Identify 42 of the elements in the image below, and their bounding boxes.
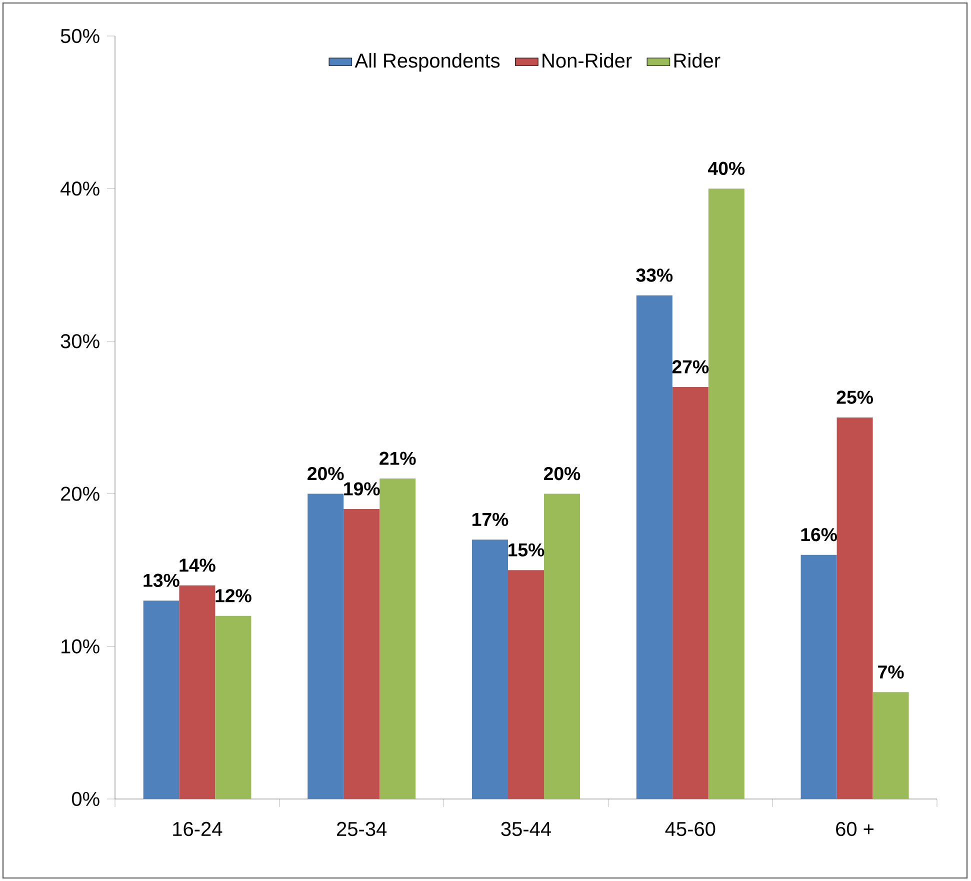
data-label: 13% [144, 574, 180, 588]
bar [308, 494, 344, 799]
data-label: 20% [544, 466, 580, 480]
data-label: 40% [708, 162, 745, 175]
x-tick-label: 35-44 [501, 822, 551, 836]
bar [636, 295, 672, 799]
bar [672, 386, 708, 799]
y-tick-label: 50% [60, 28, 100, 44]
x-tick-label: 16-24 [173, 822, 222, 836]
data-label: 25% [836, 390, 873, 404]
bar [544, 494, 580, 799]
bar [872, 692, 909, 799]
bar [472, 540, 508, 799]
bar [508, 570, 544, 799]
y-tick-label: 0% [72, 792, 100, 806]
y-tick-label: 30% [60, 334, 100, 348]
y-tick-label: 40% [60, 182, 100, 196]
legend-label: All Respondents [354, 53, 500, 72]
x-tick-label: 60 + [836, 822, 874, 836]
data-label: 20% [308, 466, 344, 480]
bar [380, 478, 416, 799]
x-tick-label: 25-34 [337, 822, 387, 836]
legend-label: Non-Rider [542, 53, 632, 68]
bar [143, 600, 180, 799]
bar [179, 585, 216, 799]
data-label: 17% [472, 512, 508, 526]
data-label: 16% [801, 528, 837, 542]
x-tick-label: 45-60 [665, 822, 716, 836]
data-label: 7% [878, 665, 904, 679]
data-label: 21% [380, 452, 416, 465]
bar [800, 554, 837, 799]
bar [215, 616, 252, 799]
y-tick-label: 20% [61, 486, 100, 501]
bar [344, 509, 380, 799]
data-label: 33% [636, 268, 673, 282]
data-label: 14% [180, 558, 216, 572]
data-label: 19% [344, 482, 380, 496]
y-tick-label: 10% [62, 639, 100, 654]
bar [836, 417, 873, 799]
bar [708, 188, 744, 799]
legend-label: Rider [674, 53, 720, 68]
data-label: 12% [216, 589, 252, 602]
